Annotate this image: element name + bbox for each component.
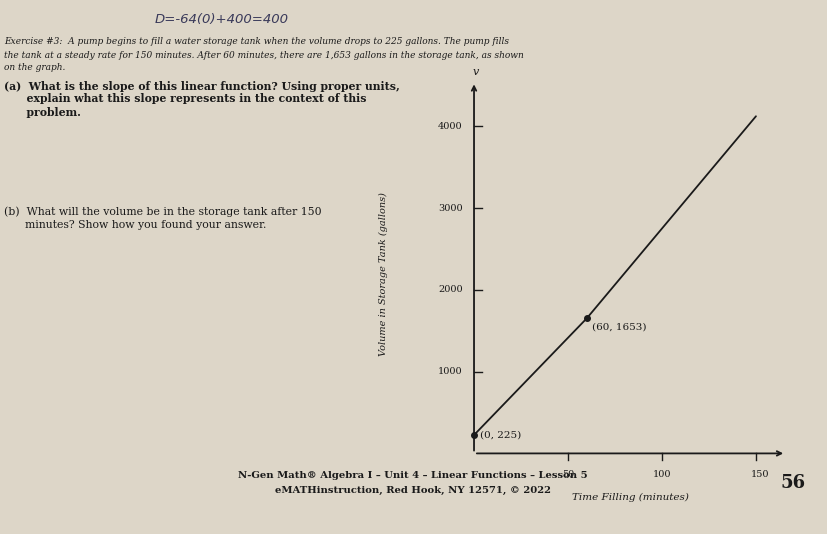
Text: (a)  What is the slope of this linear function? Using proper units,: (a) What is the slope of this linear fun… <box>4 81 399 91</box>
Text: problem.: problem. <box>4 106 81 117</box>
Text: 150: 150 <box>750 470 769 479</box>
Text: 50: 50 <box>562 470 574 479</box>
Text: Exercise #3:  A pump begins to fill a water storage tank when the volume drops t: Exercise #3: A pump begins to fill a wat… <box>4 37 509 46</box>
Text: 100: 100 <box>653 470 672 479</box>
Text: N-Gen Math® Algebra I – Unit 4 – Linear Functions – Lesson 5: N-Gen Math® Algebra I – Unit 4 – Linear … <box>238 472 588 481</box>
Text: Time Filling (minutes): Time Filling (minutes) <box>571 493 688 502</box>
Text: Volume in Storage Tank (gallons): Volume in Storage Tank (gallons) <box>380 192 389 356</box>
Text: the tank at a steady rate for 150 minutes. After 60 minutes, there are 1,653 gal: the tank at a steady rate for 150 minute… <box>4 51 523 59</box>
Text: 56: 56 <box>781 474 805 492</box>
Text: 3000: 3000 <box>438 203 463 213</box>
Text: eMATHinstruction, Red Hook, NY 12571, © 2022: eMATHinstruction, Red Hook, NY 12571, © … <box>275 485 551 494</box>
Text: v: v <box>473 67 479 77</box>
Text: 1000: 1000 <box>438 367 463 376</box>
Text: 2000: 2000 <box>438 286 463 294</box>
Text: on the graph.: on the graph. <box>4 64 65 73</box>
Text: minutes? Show how you found your answer.: minutes? Show how you found your answer. <box>4 220 266 230</box>
Text: explain what this slope represents in the context of this: explain what this slope represents in th… <box>4 93 366 105</box>
Text: 4000: 4000 <box>438 122 463 131</box>
Text: (60, 1653): (60, 1653) <box>592 323 647 332</box>
Text: (0, 225): (0, 225) <box>480 430 521 439</box>
Text: (b)  What will the volume be in the storage tank after 150: (b) What will the volume be in the stora… <box>4 207 322 217</box>
Text: D=-64(0)+400=400: D=-64(0)+400=400 <box>155 12 289 26</box>
